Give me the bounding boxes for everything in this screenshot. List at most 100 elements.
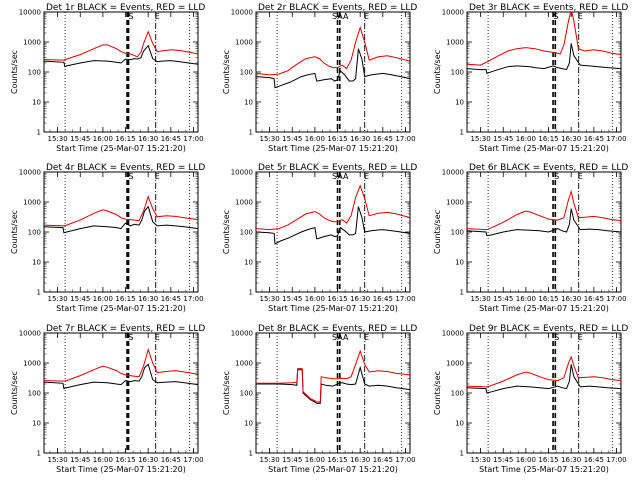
region-annotation: E bbox=[155, 172, 160, 181]
y-tick-label: 10000 bbox=[19, 9, 41, 17]
x-tick-label: 16:45 bbox=[584, 295, 604, 303]
y-tick-label: 1000 bbox=[235, 199, 253, 207]
x-tick-label: 15:30 bbox=[259, 295, 279, 303]
y-tick-label: 10000 bbox=[231, 169, 253, 177]
y-tick-label: 100 bbox=[451, 229, 464, 237]
region-annotation: E bbox=[155, 333, 160, 342]
y-tick-label: 1 bbox=[460, 129, 464, 137]
series-group bbox=[44, 195, 198, 234]
x-tick-label: 15:30 bbox=[470, 295, 490, 303]
y-tick-label: 10000 bbox=[442, 330, 464, 338]
x-tick-label: 16:15 bbox=[327, 295, 347, 303]
x-tick-label: 15:45 bbox=[493, 135, 513, 143]
x-tick-label: 16:30 bbox=[350, 135, 370, 143]
x-tick-label: 16:15 bbox=[115, 456, 135, 464]
y-axis-label: Counts/sec bbox=[433, 50, 442, 94]
y-tick-label: 10 bbox=[244, 420, 253, 428]
y-tick-label: 1 bbox=[460, 289, 464, 297]
x-tick-label: 16:00 bbox=[516, 135, 536, 143]
region-annotation: E bbox=[364, 12, 369, 21]
x-tick-label: 17:00 bbox=[395, 295, 415, 303]
region-annotation: SAA bbox=[332, 333, 349, 342]
x-axis-label: Start Time (25-Mar-07 15:21:20) bbox=[479, 144, 609, 153]
plot-frame bbox=[255, 332, 411, 454]
region-annotation: SAA bbox=[332, 12, 349, 21]
x-tick-label: 17:00 bbox=[606, 456, 626, 464]
y-tick-label: 1000 bbox=[446, 39, 464, 47]
y-tick-label: 1 bbox=[460, 450, 464, 458]
x-tick-label: 16:00 bbox=[93, 135, 113, 143]
x-tick-label: 16:00 bbox=[305, 295, 325, 303]
y-tick-label: 1 bbox=[37, 129, 41, 137]
x-tick-label: 17:00 bbox=[395, 135, 415, 143]
x-tick-label: 17:00 bbox=[395, 456, 415, 464]
series-line-lld bbox=[256, 349, 410, 403]
x-tick-label: 16:30 bbox=[561, 295, 581, 303]
series-line-events bbox=[256, 206, 410, 245]
region-annotation: E bbox=[578, 12, 583, 21]
y-tick-label: 1 bbox=[37, 289, 41, 297]
region-annotation: S bbox=[553, 12, 558, 21]
x-tick-label: 16:00 bbox=[516, 456, 536, 464]
y-tick-label: 1 bbox=[249, 289, 253, 297]
series-line-lld bbox=[467, 189, 621, 231]
y-tick-label: 10 bbox=[244, 99, 253, 107]
marker-lines bbox=[64, 333, 191, 453]
series-group bbox=[256, 349, 410, 404]
x-tick-label: 16:30 bbox=[138, 295, 158, 303]
y-tick-label: 100 bbox=[28, 229, 41, 237]
x-axis-label: Start Time (25-Mar-07 15:21:20) bbox=[268, 144, 398, 153]
series-line-events bbox=[44, 44, 198, 68]
y-tick-label: 10 bbox=[455, 259, 464, 267]
x-tick-label: 15:45 bbox=[70, 295, 90, 303]
series-group bbox=[467, 355, 621, 394]
series-line-events bbox=[44, 363, 198, 390]
plot-frame bbox=[466, 332, 622, 454]
region-annotation: S bbox=[128, 333, 133, 342]
x-tick-label: 16:00 bbox=[305, 456, 325, 464]
panel-title: Det 7r BLACK = Events, RED = LLD bbox=[46, 324, 205, 334]
x-tick-label: 15:45 bbox=[282, 456, 302, 464]
marker-lines bbox=[64, 172, 191, 292]
x-tick-label: 16:30 bbox=[138, 135, 158, 143]
panel-3: Det 3r BLACK = Events, RED = LLD 1 10 100 10… bbox=[433, 3, 628, 153]
x-tick-label: 17:00 bbox=[606, 135, 626, 143]
panel-title: Det 6r BLACK = Events, RED = LLD bbox=[469, 163, 628, 173]
x-tick-label: 15:45 bbox=[282, 135, 302, 143]
x-tick-label: 15:45 bbox=[493, 295, 513, 303]
x-tick-label: 16:15 bbox=[538, 456, 558, 464]
panel-title: Det 1r BLACK = Events, RED = LLD bbox=[46, 3, 205, 13]
y-tick-label: 10000 bbox=[442, 9, 464, 17]
series-group bbox=[467, 12, 621, 75]
y-tick-label: 100 bbox=[28, 390, 41, 398]
series-group bbox=[467, 189, 621, 237]
x-axis-label: Start Time (25-Mar-07 15:21:20) bbox=[56, 304, 186, 313]
y-tick-label: 1000 bbox=[23, 360, 41, 368]
x-tick-label: 16:45 bbox=[161, 295, 181, 303]
marker-lines bbox=[276, 172, 403, 292]
x-tick-label: 16:15 bbox=[538, 135, 558, 143]
y-tick-label: 10 bbox=[455, 420, 464, 428]
x-tick-label: 16:30 bbox=[561, 135, 581, 143]
x-tick-label: 16:45 bbox=[373, 456, 393, 464]
series-line-lld bbox=[44, 195, 198, 227]
series-line-events bbox=[467, 208, 621, 237]
x-tick-label: 15:45 bbox=[70, 456, 90, 464]
y-tick-label: 10 bbox=[244, 259, 253, 267]
region-annotation: E bbox=[578, 172, 583, 181]
x-tick-label: 15:30 bbox=[259, 456, 279, 464]
x-tick-label: 16:15 bbox=[538, 295, 558, 303]
plot-frame bbox=[255, 171, 411, 293]
panel-title: Det 4r BLACK = Events, RED = LLD bbox=[46, 163, 205, 173]
panel-2: Det 2r BLACK = Events, RED = LLD 1 10 100 10… bbox=[222, 3, 417, 153]
marker-lines bbox=[487, 172, 614, 292]
panel-1: Det 1r BLACK = Events, RED = LLD 1 10 100 10… bbox=[10, 3, 205, 153]
series-line-lld bbox=[467, 355, 621, 388]
x-tick-label: 15:45 bbox=[282, 295, 302, 303]
marker-lines bbox=[487, 12, 614, 132]
x-tick-label: 16:00 bbox=[93, 456, 113, 464]
marker-lines bbox=[276, 333, 403, 453]
y-tick-label: 1000 bbox=[23, 39, 41, 47]
panel-4: Det 4r BLACK = Events, RED = LLD 1 10 100 10… bbox=[10, 163, 205, 313]
series-line-events bbox=[467, 43, 621, 75]
